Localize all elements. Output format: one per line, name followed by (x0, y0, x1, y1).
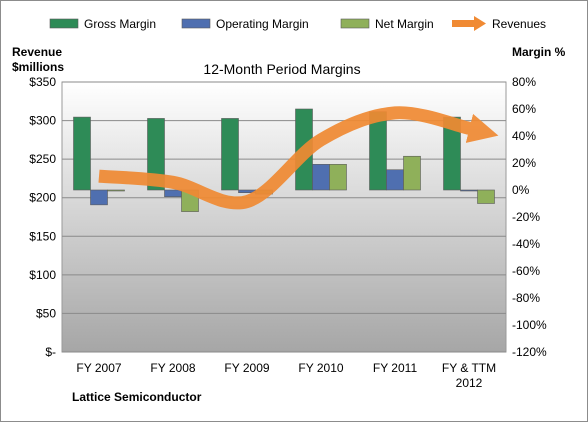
axes: $- $50 $100 $150 $200 $250 $300 $350 -120% -100% -… (29, 75, 547, 390)
x-axis-tick-label: FY & TTM (442, 361, 496, 375)
x-axis-tick-label: FY 2009 (224, 361, 269, 375)
bar (107, 189, 125, 192)
bar (460, 189, 478, 192)
bar (221, 118, 239, 191)
legend-swatch (340, 18, 370, 29)
x-axis-tick-label: FY 2008 (150, 361, 195, 375)
right-axis-tick-label: -120% (512, 345, 547, 359)
legend-label: Operating Margin (216, 17, 309, 31)
x-axis-tick-label: FY 2010 (298, 361, 343, 375)
left-axis-tick-label: $100 (29, 268, 56, 282)
bar (329, 164, 347, 191)
legend: Gross Margin Operating Margin Net Margin Re… (49, 16, 546, 31)
left-axis-tick-label: $250 (29, 152, 56, 166)
x-axis-tick-label: FY 2007 (76, 361, 121, 375)
right-axis-label: Margin % (512, 45, 566, 59)
left-axis-tick-label: $350 (29, 75, 56, 89)
bar (477, 189, 495, 204)
left-axis-label-line1: Revenue (12, 45, 62, 59)
company-name: Lattice Semiconductor (72, 390, 202, 404)
legend-label: Gross Margin (84, 17, 156, 31)
chart-title: 12-Month Period Margins (203, 61, 360, 77)
left-axis-label-line2: $millions (12, 60, 64, 74)
right-axis-tick-label: 20% (512, 156, 536, 170)
left-axis-tick-label: $- (45, 345, 56, 359)
bar (403, 155, 421, 191)
left-axis-tick-label: $150 (29, 229, 56, 243)
gridlines (62, 81, 506, 353)
revenue-line (98, 106, 499, 210)
right-axis-tick-label: 80% (512, 75, 536, 89)
right-axis-tick-label: -100% (512, 318, 547, 332)
bar-series (73, 108, 495, 212)
left-axis-tick-label: $50 (36, 306, 56, 320)
revenue-line-path (98, 106, 499, 210)
legend-label: Net Margin (375, 17, 434, 31)
right-axis-tick-label: -40% (512, 237, 540, 251)
right-axis-tick-label: 0% (512, 183, 530, 197)
right-axis-tick-label: -80% (512, 291, 540, 305)
bar (147, 118, 165, 191)
bar (312, 164, 330, 191)
legend-swatch (49, 18, 79, 29)
bar (73, 116, 91, 191)
bar (90, 189, 108, 206)
legend-swatch (181, 18, 211, 29)
right-axis-tick-label: 60% (512, 102, 536, 116)
right-axis-tick-label: -20% (512, 210, 540, 224)
legend-label: Revenues (492, 17, 546, 31)
bar (164, 189, 182, 198)
right-axis-tick-label: 40% (512, 129, 536, 143)
legend-arrow-head (474, 16, 486, 31)
left-axis-tick-label: $300 (29, 114, 56, 128)
bar (386, 169, 404, 191)
right-axis-tick-label: -60% (512, 264, 540, 278)
plot-area (61, 81, 507, 353)
x-axis-tick-label: 2012 (456, 376, 483, 390)
x-axis-tick-label: FY 2011 (373, 361, 418, 375)
left-axis-tick-label: $200 (29, 191, 56, 205)
